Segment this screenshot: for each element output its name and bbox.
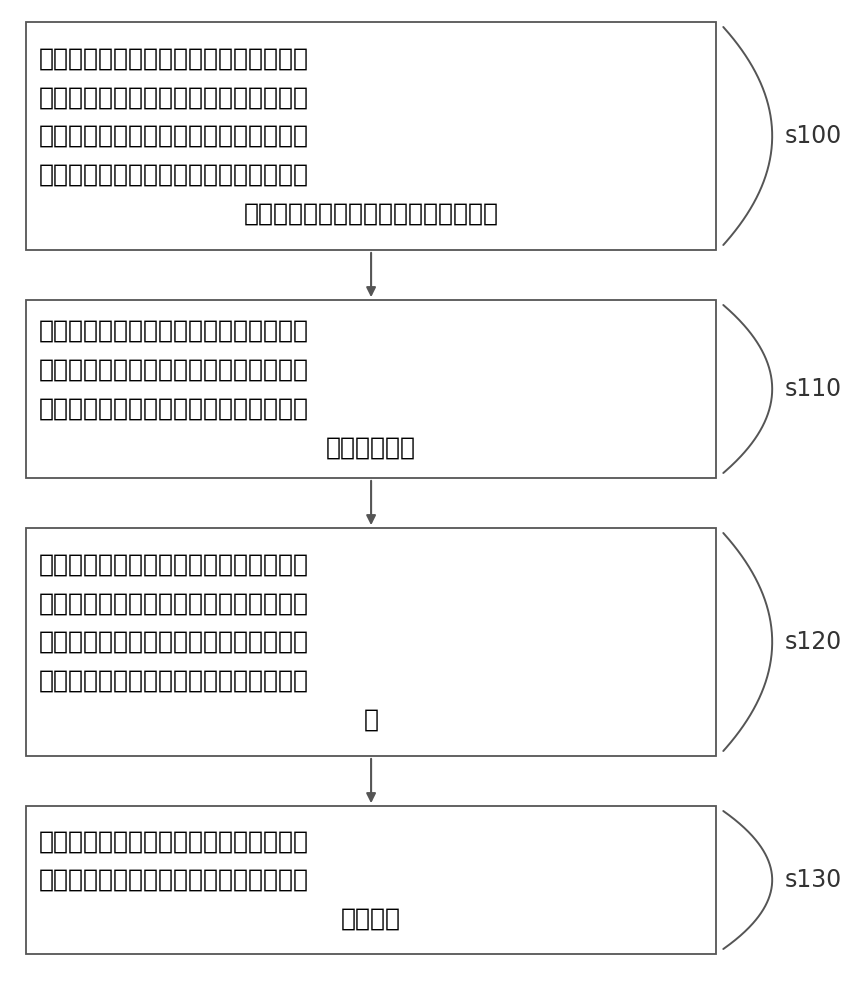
Text: s110: s110 (785, 377, 843, 401)
FancyBboxPatch shape (26, 300, 716, 478)
Text: 二段的质量流量值并根据质量守恒原则得: 二段的质量流量值并根据质量守恒原则得 (39, 163, 309, 187)
Text: 线: 线 (364, 708, 378, 732)
FancyBboxPatch shape (26, 806, 716, 954)
Text: 及第一预定公式得到侧流型压缩机二段的: 及第一预定公式得到侧流型压缩机二段的 (39, 396, 309, 420)
Text: 利用第二预定公式得到所述侧流型压缩机: 利用第二预定公式得到所述侧流型压缩机 (39, 868, 309, 892)
FancyBboxPatch shape (26, 528, 716, 756)
Text: 口压比，通过所述简化流量平方及出口压: 口压比，通过所述简化流量平方及出口压 (39, 630, 309, 654)
Text: 比得到归一化侧流型压缩机运行与控制曲: 比得到归一化侧流型压缩机运行与控制曲 (39, 669, 309, 693)
Text: s120: s120 (785, 630, 843, 654)
Text: 利用所述侧流型压缩机二段的实际质量流: 利用所述侧流型压缩机二段的实际质量流 (39, 319, 309, 343)
Text: 到侧流型压缩机二段的实际质量流量值: 到侧流型压缩机二段的实际质量流量值 (244, 202, 498, 226)
Text: 在预定工况下根据预定质量流量公式以及: 在预定工况下根据预定质量流量公式以及 (39, 46, 309, 70)
FancyBboxPatch shape (26, 22, 716, 250)
Text: 根据侧流型压缩机二段的实际工况参数，: 根据侧流型压缩机二段的实际工况参数， (39, 829, 309, 853)
Text: s130: s130 (785, 868, 843, 892)
Text: 及预定归一化公式得到简化流量平方及出: 及预定归一化公式得到简化流量平方及出 (39, 591, 309, 615)
Text: 运行空间: 运行空间 (341, 907, 401, 931)
Text: 量值及所述预定参数，根据热量守恒原则: 量值及所述预定参数，根据热量守恒原则 (39, 358, 309, 382)
Text: 进行计算，分别得到侧流型压缩机一段和: 进行计算，分别得到侧流型压缩机一段和 (39, 124, 309, 148)
Text: 侧流型压缩机中测量元件得到的预定参数: 侧流型压缩机中测量元件得到的预定参数 (39, 85, 309, 109)
Text: 根据预定的侧流型压缩机二段的流量系数: 根据预定的侧流型压缩机二段的流量系数 (39, 552, 309, 576)
Text: 实际入口温度: 实际入口温度 (326, 435, 416, 459)
Text: s100: s100 (785, 124, 843, 148)
